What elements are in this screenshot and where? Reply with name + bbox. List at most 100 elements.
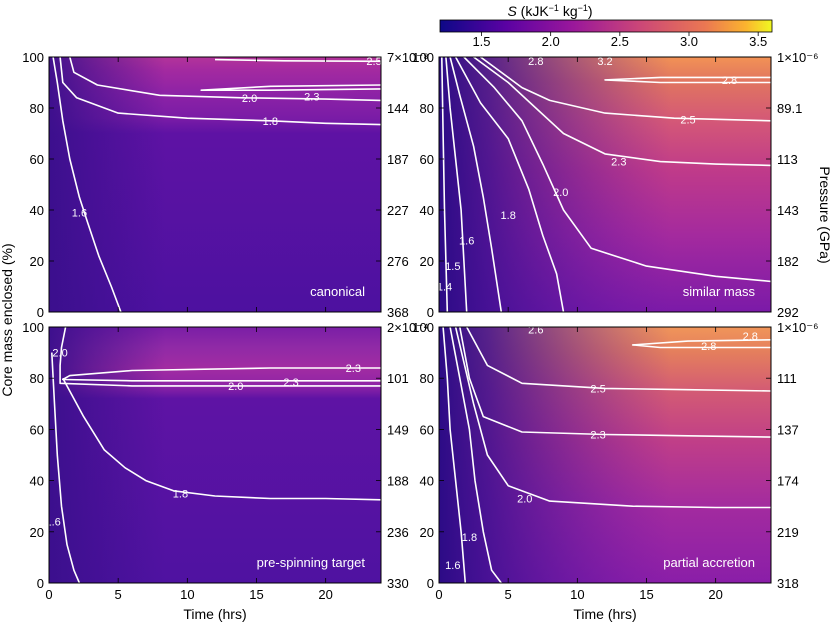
y-tick-label: 40 xyxy=(420,203,434,218)
contour-label: 1.8 xyxy=(462,532,477,544)
panel-frame xyxy=(48,56,382,313)
y-tick-label: 100 xyxy=(412,50,434,65)
y-tick-label: 0 xyxy=(427,305,434,320)
y-tick-label: 100 xyxy=(22,50,44,65)
pressure-tick-label: 330 xyxy=(387,576,409,591)
contour-label: 2.5 xyxy=(680,114,695,126)
panel-label: canonical xyxy=(310,284,365,299)
contour-label: 2.8 xyxy=(701,341,716,353)
y-tick-label: 80 xyxy=(30,101,44,116)
contour-label: 2.5 xyxy=(590,383,605,395)
x-tick-label: 15 xyxy=(249,587,263,602)
y-axis-title: Core mass enclosed (%) xyxy=(0,243,15,396)
pressure-tick-label: 276 xyxy=(387,254,409,269)
x-tick-label: 5 xyxy=(115,587,122,602)
panel-frame xyxy=(438,326,772,584)
pressure-tick-label: 1×10⁻⁶ xyxy=(777,50,819,65)
right-axis-title: Pressure (GPa) xyxy=(817,166,830,263)
pressure-tick-label: 7×10⁻⁸ xyxy=(387,50,429,65)
y-tick-label: 0 xyxy=(37,576,44,591)
y-tick-label: 60 xyxy=(420,152,434,167)
contour-line-1-6 xyxy=(442,327,467,583)
x-tick-label: 20 xyxy=(708,587,722,602)
contour-line-2-5 xyxy=(465,327,771,392)
contour-line-1-8 xyxy=(454,57,565,312)
colorbar-tick-label: 2.0 xyxy=(542,34,560,49)
contours: 1.4 1.5 1.6 1.8 2.0 2.3 2.5 2.8 2.8 3.2 xyxy=(437,56,771,312)
x-tick-label: 15 xyxy=(639,587,653,602)
panel-similar-mass: 1.4 1.5 1.6 1.8 2.0 2.3 2.5 2.8 2.8 3.2 similar ma… xyxy=(412,50,818,320)
y-tick-label: 20 xyxy=(420,525,434,540)
contour-label: 2.5 xyxy=(366,56,381,68)
pressure-tick-label: 1×10⁻⁶ xyxy=(777,320,819,335)
pressure-tick-label: 137 xyxy=(777,422,799,437)
contour-line-1-6 xyxy=(449,57,503,312)
contour-label: 1.6 xyxy=(445,560,460,572)
pressure-tick-label: 182 xyxy=(777,254,799,269)
panel-pre-spinning-target: 1.6 1.8 2.0 2.0 2.3 2.3 pre-spinning target 0 33… xyxy=(22,320,428,602)
contour-line-2-0 xyxy=(59,327,381,387)
contour-label: 2.3 xyxy=(611,157,626,169)
colorbar-tick-label: 3.0 xyxy=(680,34,698,49)
contour-line-1-5 xyxy=(445,57,468,312)
heatmap-shading xyxy=(439,57,771,312)
panel-frame xyxy=(48,326,382,584)
contour-label: 2.3 xyxy=(304,92,319,104)
contour-line-2-3 xyxy=(459,327,771,438)
contour-line-1-8 xyxy=(62,377,381,501)
contour-label: 2.3 xyxy=(346,363,361,375)
pressure-tick-label: 292 xyxy=(777,305,799,320)
y-tick-label: 20 xyxy=(420,254,434,269)
contour-label: 1.8 xyxy=(263,116,278,128)
y-tick-label: 0 xyxy=(37,305,44,320)
y-tick-label: 100 xyxy=(22,320,44,335)
contour-label: 3.2 xyxy=(597,56,612,68)
contour-line-2-5 xyxy=(480,57,771,122)
pressure-tick-label: 113 xyxy=(777,152,798,167)
contours: 1.6 1.8 2.0 2.0 2.3 2.3 xyxy=(49,327,381,583)
contour-label: 1.5 xyxy=(445,261,460,273)
y-tick-label: 60 xyxy=(30,152,44,167)
x-tick-label: 20 xyxy=(318,587,332,602)
contour-label: 2.0 xyxy=(228,381,243,393)
x-axis-title-right: Time (hrs) xyxy=(573,606,636,622)
pressure-tick-label: 236 xyxy=(387,525,409,540)
pressure-tick-label: 187 xyxy=(387,152,409,167)
pressure-tick-label: 144 xyxy=(387,101,409,116)
contour-line-2-0 xyxy=(454,327,771,509)
pressure-tick-label: 219 xyxy=(777,525,799,540)
contour-line-1-6 xyxy=(51,352,81,583)
pressure-tick-label: 188 xyxy=(387,474,409,489)
panel-label: pre-spinning target xyxy=(257,555,366,570)
contour-label: 1.4 xyxy=(437,282,452,294)
contour-line-2-3 xyxy=(62,367,381,382)
contours: 1.6 1.8 2.0 2.3 2.5 2.8 2.8 2.6 xyxy=(442,327,771,583)
panel-label: similar mass xyxy=(683,284,756,299)
x-tick-label: 0 xyxy=(45,587,52,602)
panel-label: partial accretion xyxy=(663,555,755,570)
contour-label: 1.8 xyxy=(173,488,188,500)
contour-label: 2.0 xyxy=(52,348,67,360)
y-tick-label: 40 xyxy=(30,203,44,218)
colorbar-gradient xyxy=(439,19,773,33)
panel-frame xyxy=(438,56,772,313)
y-tick-label: 80 xyxy=(420,101,434,116)
y-tick-label: 0 xyxy=(427,576,434,591)
contour-label: 2.0 xyxy=(517,494,532,506)
contour-label: 2.0 xyxy=(242,93,257,105)
pressure-tick-label: 227 xyxy=(387,203,409,218)
contour-label: 2.8 xyxy=(528,56,543,68)
heatmap-shading xyxy=(49,57,381,312)
contour-line-2-0 xyxy=(69,57,381,102)
contour-label: 1.8 xyxy=(501,210,516,222)
colorbar-tick-label: 3.5 xyxy=(749,34,767,49)
contour-line-1-8 xyxy=(59,57,381,126)
pressure-tick-label: 318 xyxy=(777,576,799,591)
y-tick-label: 40 xyxy=(30,474,44,489)
panel-partial-accretion: 1.6 1.8 2.0 2.3 2.5 2.8 2.8 2.6 partial accretio… xyxy=(412,320,818,602)
contour-label: 2.0 xyxy=(553,187,568,199)
pressure-tick-label: 89.1 xyxy=(777,101,802,116)
contour-label: 1.6 xyxy=(72,208,87,220)
contour-line-1-6 xyxy=(52,57,122,312)
